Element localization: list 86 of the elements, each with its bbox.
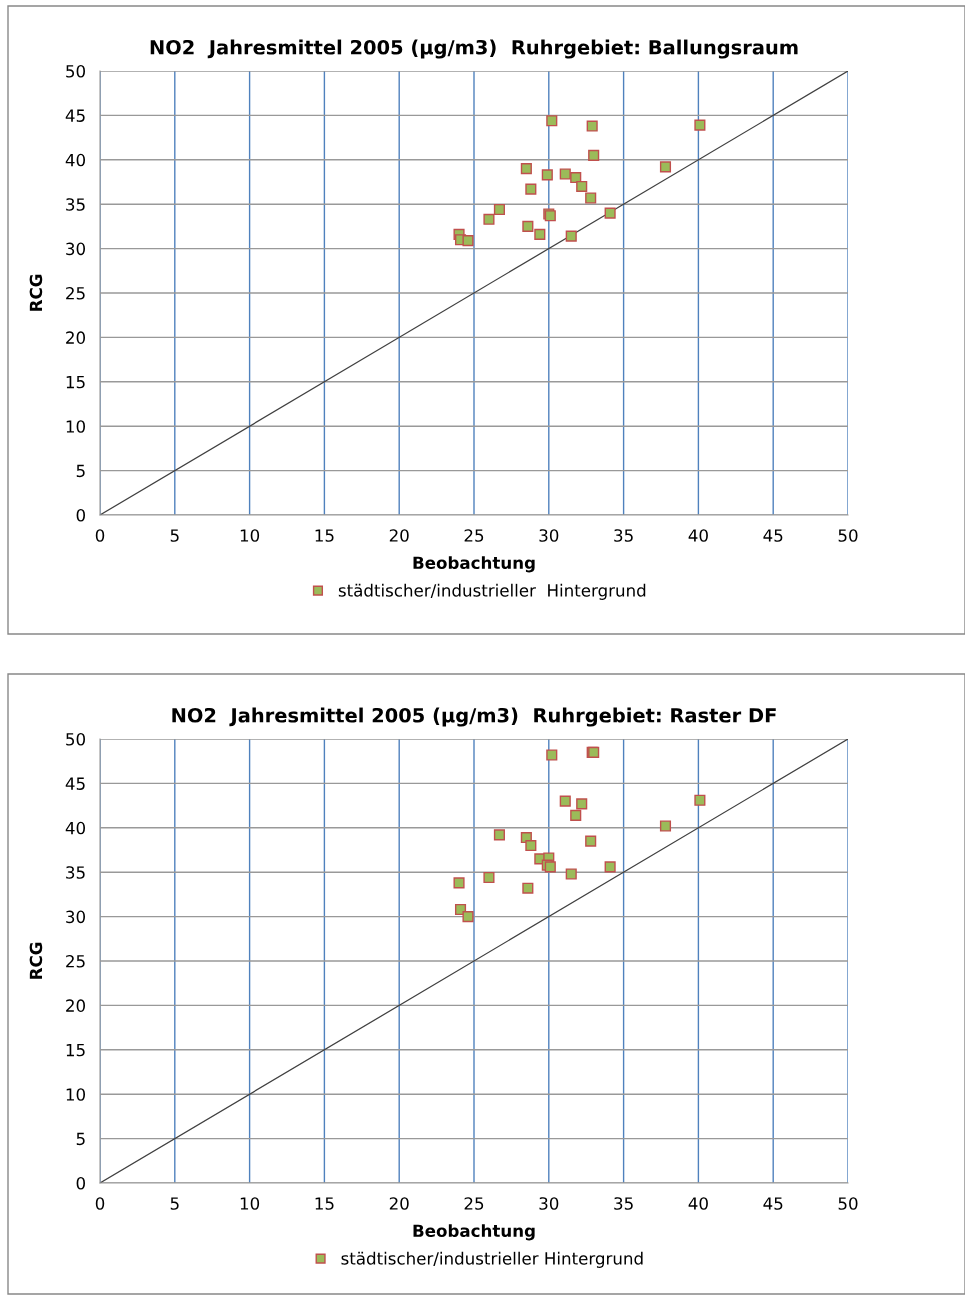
point xyxy=(585,835,597,847)
point xyxy=(546,749,558,761)
x-axis-title: Beobachtung xyxy=(413,1224,535,1241)
x-tick-label: 0 xyxy=(95,1197,105,1210)
y-tick-label: 5 xyxy=(76,1132,85,1146)
point xyxy=(586,120,598,132)
point xyxy=(525,840,537,852)
y-tick-label: 20 xyxy=(66,999,85,1012)
y-tick-label: 0 xyxy=(76,508,85,522)
point xyxy=(541,169,553,181)
x-tick-label: 20 xyxy=(389,1197,409,1210)
y-axis-title: RCG xyxy=(29,942,43,979)
point xyxy=(565,230,577,242)
point xyxy=(659,820,672,832)
point xyxy=(576,798,588,810)
x-tick-label: 15 xyxy=(315,529,334,542)
y-tick-label: 40 xyxy=(65,821,85,835)
point xyxy=(520,163,532,175)
y-tick-label: 45 xyxy=(65,777,85,790)
point xyxy=(453,877,465,889)
point xyxy=(570,809,582,821)
y-axis-title: RCG xyxy=(29,274,43,311)
chart-title: NO2 Jahresmittel 2005 (µg/m3) Ruhrgebiet: Raster DF xyxy=(172,707,776,727)
point xyxy=(522,220,534,232)
x-tick-label: 5 xyxy=(170,529,179,542)
x-tick-label: 35 xyxy=(614,529,633,542)
y-tick-label: 50 xyxy=(66,732,85,746)
point xyxy=(493,203,505,216)
y-tick-label: 25 xyxy=(66,954,85,968)
point xyxy=(522,882,534,894)
x-axis-title: Beobachtung xyxy=(413,556,535,573)
legend-label: städtischer/industrieller Hintergrund xyxy=(338,583,646,600)
y-tick-label: 50 xyxy=(66,64,85,78)
y-tick-label: 15 xyxy=(66,1043,85,1057)
x-tick-label: 30 xyxy=(539,1197,559,1210)
point xyxy=(462,911,474,923)
y-tick-label: 0 xyxy=(76,1176,85,1190)
x-tick-label: 0 xyxy=(95,529,105,542)
y-tick-label: 20 xyxy=(66,331,85,344)
y-tick-label: 30 xyxy=(66,242,85,256)
x-tick-label: 10 xyxy=(240,529,260,542)
x-tick-label: 50 xyxy=(838,529,858,542)
y-tick-label: 10 xyxy=(66,1088,85,1101)
point xyxy=(585,192,597,204)
y-tick-label: 45 xyxy=(65,109,85,122)
x-tick-label: 20 xyxy=(389,529,409,542)
point xyxy=(493,829,505,841)
x-tick-label: 25 xyxy=(464,1197,484,1210)
point xyxy=(694,119,706,131)
x-tick-label: 50 xyxy=(838,1197,858,1210)
point xyxy=(659,161,672,173)
y-tick-label: 35 xyxy=(66,198,85,211)
x-tick-label: 40 xyxy=(688,1197,708,1210)
y-tick-label: 40 xyxy=(65,153,85,167)
point xyxy=(588,149,600,161)
x-tick-label: 35 xyxy=(614,1197,633,1210)
y-tick-label: 15 xyxy=(66,375,85,389)
point xyxy=(604,207,616,219)
y-tick-label: 35 xyxy=(66,866,85,879)
x-tick-label: 25 xyxy=(464,529,484,542)
y-tick-label: 30 xyxy=(66,910,85,924)
point xyxy=(565,868,577,880)
chart-title: NO2 Jahresmittel 2005 (µg/m3) Ruhrgebiet: Ballungsraum xyxy=(150,39,798,59)
x-tick-label: 40 xyxy=(688,529,708,542)
point xyxy=(570,172,582,184)
point xyxy=(559,168,571,180)
point xyxy=(576,180,588,192)
x-tick-label: 30 xyxy=(539,529,559,542)
point xyxy=(462,235,474,247)
x-tick-label: 45 xyxy=(763,1197,783,1210)
x-tick-label: 10 xyxy=(240,1197,260,1210)
point xyxy=(483,871,495,884)
x-tick-label: 5 xyxy=(170,1197,179,1210)
x-tick-label: 45 xyxy=(763,529,783,542)
point xyxy=(546,115,558,127)
y-tick-label: 5 xyxy=(76,464,85,478)
legend-label: städtischer/industrieller Hintergrund xyxy=(341,1251,643,1268)
point xyxy=(483,213,495,225)
x-tick-label: 15 xyxy=(315,1197,334,1210)
point xyxy=(604,861,616,873)
point xyxy=(534,228,546,240)
point xyxy=(559,795,571,807)
y-tick-label: 25 xyxy=(66,286,85,300)
y-tick-label: 10 xyxy=(66,420,85,433)
point xyxy=(694,794,706,806)
point xyxy=(525,183,537,195)
